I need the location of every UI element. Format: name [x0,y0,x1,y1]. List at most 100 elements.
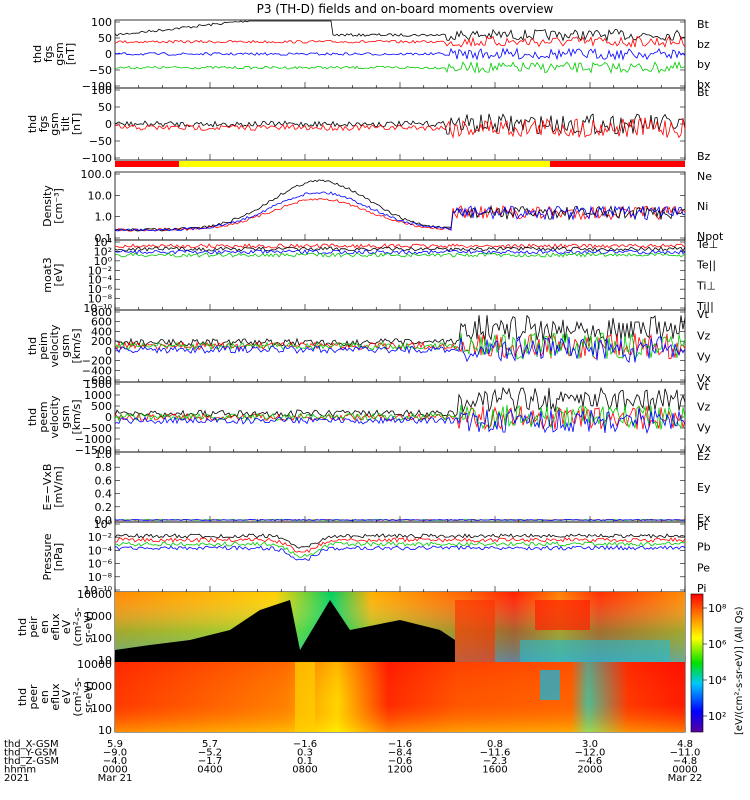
y-axis-label-line: velocity [48,324,61,367]
time-axis-value: 0000 [102,765,127,776]
y-tick-label: 0.0 [95,514,113,527]
y-tick-label: −200 [82,355,112,368]
y-tick-label: 10⁻⁴ [88,544,113,557]
y-axis-label-line: [nPa] [52,543,65,571]
y-tick-label: 100.0 [81,168,113,181]
y-axis-label-line: [km/s] [70,399,83,434]
legend-entry: Te|| [696,259,716,272]
time-axis-value: −1.7 [198,756,222,767]
y-axis-label-line: thd [16,688,29,706]
time-axis-value: Mar 22 [668,773,703,784]
y-tick-label: 10 [98,724,112,737]
y-axis-label-line: moat3 [41,257,54,293]
region-bar [115,161,685,167]
y-axis-label-line: thd [26,408,39,426]
panel-frame [114,521,686,593]
legend-entry: Ni [697,200,708,213]
y-axis-label: Density[cm⁻³] [41,185,65,227]
y-axis-label-line: (cm²-s- [71,677,84,716]
y-tick-label: 10⁻¹⁰ [83,584,112,597]
series-trace [114,541,686,558]
y-axis-label-line: (cm²-s- [71,607,84,646]
y-tick-label: 0.8 [95,461,113,474]
time-axis-value: 0000 [672,765,697,776]
y-tick-label: 0 [105,345,112,358]
y-axis-label-line: velocity [48,395,61,438]
series-trace [114,335,686,363]
time-axis-value: −5.2 [198,748,222,759]
time-axis-value: −1.6 [293,739,317,750]
legend-entry: Vx [697,442,712,455]
series-trace [114,332,686,360]
time-axis-value: 0800 [292,765,317,776]
legend-entry: Ti|| [696,300,714,313]
y-axis-label-line: en [38,690,51,704]
time-axis-value: 5.9 [107,739,123,750]
time-axis-value: 3.0 [582,739,598,750]
legend-entry: Bt [697,86,710,99]
time-axis-value: Mar 21 [98,773,133,784]
series-trace [114,252,686,258]
y-tick-label: 10² [94,245,112,258]
time-axis-value: −8.4 [388,748,412,759]
colorbar-tick-label: 10⁴ [708,674,727,687]
colorbar [690,593,704,733]
legend-entry: bz [697,38,710,51]
time-axis-value: −11.0 [670,748,701,759]
legend-entry: Ey [697,481,711,494]
y-axis-label-line: E=−VxB [41,464,54,511]
y-tick-label: 1000 [84,610,112,623]
y-tick-label: 1.0 [95,448,113,461]
y-axis-label-line: Pressure [41,533,54,580]
y-axis-label-line: eflux [49,613,62,641]
y-tick-label: 10⁻⁸ [88,571,113,584]
colorbar-ticks: 10⁸ 10⁶ 10⁴ 10² [703,602,727,723]
series-trace [114,117,686,139]
legend-entry: Vy [697,421,711,434]
time-axis-value: −0.6 [388,756,412,767]
time-axis-value: 4.8 [677,739,693,750]
y-tick-label: −100 [82,80,112,93]
legend-entry: Vz [697,401,711,414]
legend-entry: by [697,58,711,71]
y-tick-label: 400 [91,325,112,338]
y-tick-label: −500 [82,422,112,435]
y-tick-label: 0.6 [95,474,113,487]
panel-peer_eflux: 10000100010010thdpeerenefluxeV(cm²-s-sr-… [16,658,686,737]
y-tick-label: 10 [98,654,112,667]
series-trace [114,113,686,135]
y-tick-label: 1500 [84,378,112,391]
time-axis-value: 2000 [577,765,602,776]
y-axis-label-line: [mV/m] [52,466,65,507]
y-axis-label: Pressure[nPa] [41,533,65,580]
y-axis-label-line: thd [31,45,44,63]
y-tick-label: 50 [98,101,112,114]
y-axis-label-line: sr-eV) [82,611,95,643]
time-axis-value: 0.3 [297,748,313,759]
panel-peir_eflux: 10000100010010thdpeirenefluxeV(cm²-s-sr-… [16,588,686,667]
panel-density: 100.0 10.0 1.0 0.1 Density[cm⁻³] Ne Ni Npot [41,168,724,245]
time-axis-value: −4.6 [578,756,602,767]
time-axis-value: 0.8 [487,739,503,750]
y-axis-label-line: eV [60,689,73,704]
series-trace [114,179,686,232]
y-tick-label: 100 [91,84,112,97]
y-tick-label: 10⁻² [88,264,112,277]
y-tick-label: −100 [82,152,112,165]
colorbar-label: [eV/(cm²-s-sr-eV)] (All Qs) [734,606,745,735]
y-tick-label: 0.2 [95,501,113,514]
time-axis-value: −2.3 [483,756,507,767]
series-trace [114,198,686,232]
y-axis-label-line: peim [37,332,50,360]
panel-efield: 1.00.80.60.40.20.0 E=−VxB[mV/m] Ez Ey Ex [41,448,711,527]
legend-entry: Bt [697,18,710,31]
y-axis-label-line: fgs [37,115,50,132]
panel-frame [114,171,686,241]
y-tick-label: 1000 [84,389,112,402]
series-trace [114,386,686,418]
legend-entry: Pb [697,541,711,554]
